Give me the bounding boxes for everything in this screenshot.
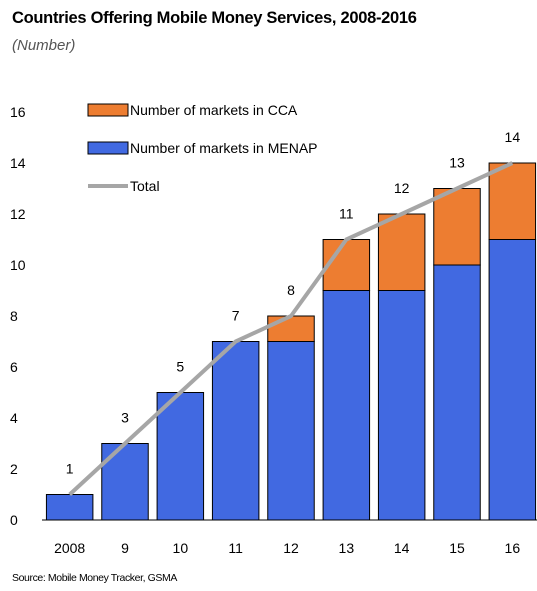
- x-tick-label: 12: [283, 540, 299, 556]
- bar-segment-menap: [433, 264, 481, 521]
- chart-subtitle: (Number): [12, 37, 76, 54]
- legend-label: Number of markets in MENAP: [130, 140, 318, 156]
- y-tick-label: 6: [10, 359, 18, 375]
- bar-segment-menap: [322, 290, 371, 521]
- total-line: [68, 161, 514, 496]
- y-tick-label: 0: [10, 512, 18, 528]
- y-tick-label: 14: [10, 155, 26, 171]
- y-tick-label: 10: [10, 257, 26, 273]
- legend-swatch: [87, 103, 129, 117]
- data-label: 3: [121, 410, 129, 426]
- x-tick-label: 10: [173, 540, 189, 556]
- legend-label: Number of markets in CCA: [130, 102, 298, 118]
- chart-title: Countries Offering Mobile Money Services…: [12, 9, 417, 27]
- y-tick-label: 16: [10, 104, 26, 120]
- x-tick-label: 13: [339, 540, 355, 556]
- y-axis-tick-labels: 0 2 4 6 8 10 12 14 16: [10, 104, 26, 528]
- legend-label: Total: [130, 178, 160, 194]
- legend: Number of markets in CCA Number of market…: [87, 102, 318, 194]
- source-note: Source: Mobile Money Tracker, GSMA: [12, 572, 177, 584]
- legend-swatch: [87, 141, 129, 155]
- bar-group: [45, 162, 537, 521]
- bar-segment-cca: [488, 162, 537, 240]
- data-label: 8: [287, 282, 295, 298]
- data-label: 5: [176, 359, 184, 375]
- bar-segment-menap: [267, 341, 315, 521]
- bar-segment-cca: [322, 239, 371, 291]
- bar-segment-menap: [377, 290, 426, 521]
- bar-segment-menap: [101, 443, 149, 521]
- bar-segment-menap: [488, 239, 537, 521]
- y-tick-label: 12: [10, 206, 26, 222]
- y-tick-label: 2: [10, 461, 18, 477]
- bar-segment-menap: [45, 494, 94, 521]
- y-tick-label: 8: [10, 308, 18, 324]
- x-axis-tick-labels: 2008 9 10 11 12 13 14 15 16: [54, 540, 520, 556]
- bar-segment-menap: [156, 392, 205, 521]
- data-label: 13: [449, 155, 465, 171]
- data-label: 11: [339, 206, 354, 222]
- data-label: 1: [66, 461, 74, 477]
- x-tick-label: 2008: [54, 540, 85, 556]
- y-tick-label: 4: [10, 410, 18, 426]
- x-tick-label: 14: [394, 540, 410, 556]
- data-label: 12: [394, 180, 410, 196]
- x-tick-label: 9: [121, 540, 129, 556]
- bar-segment-menap: [211, 341, 260, 521]
- total-line-group: [68, 161, 514, 496]
- data-label: 7: [232, 308, 240, 324]
- bar-segment-cca: [433, 188, 481, 266]
- x-tick-label: 11: [228, 540, 243, 556]
- x-tick-label: 15: [449, 540, 465, 556]
- x-tick-label: 16: [505, 540, 521, 556]
- data-label: 14: [505, 129, 521, 145]
- bar-segment-cca: [377, 213, 426, 291]
- bar-segment-cca: [267, 315, 315, 342]
